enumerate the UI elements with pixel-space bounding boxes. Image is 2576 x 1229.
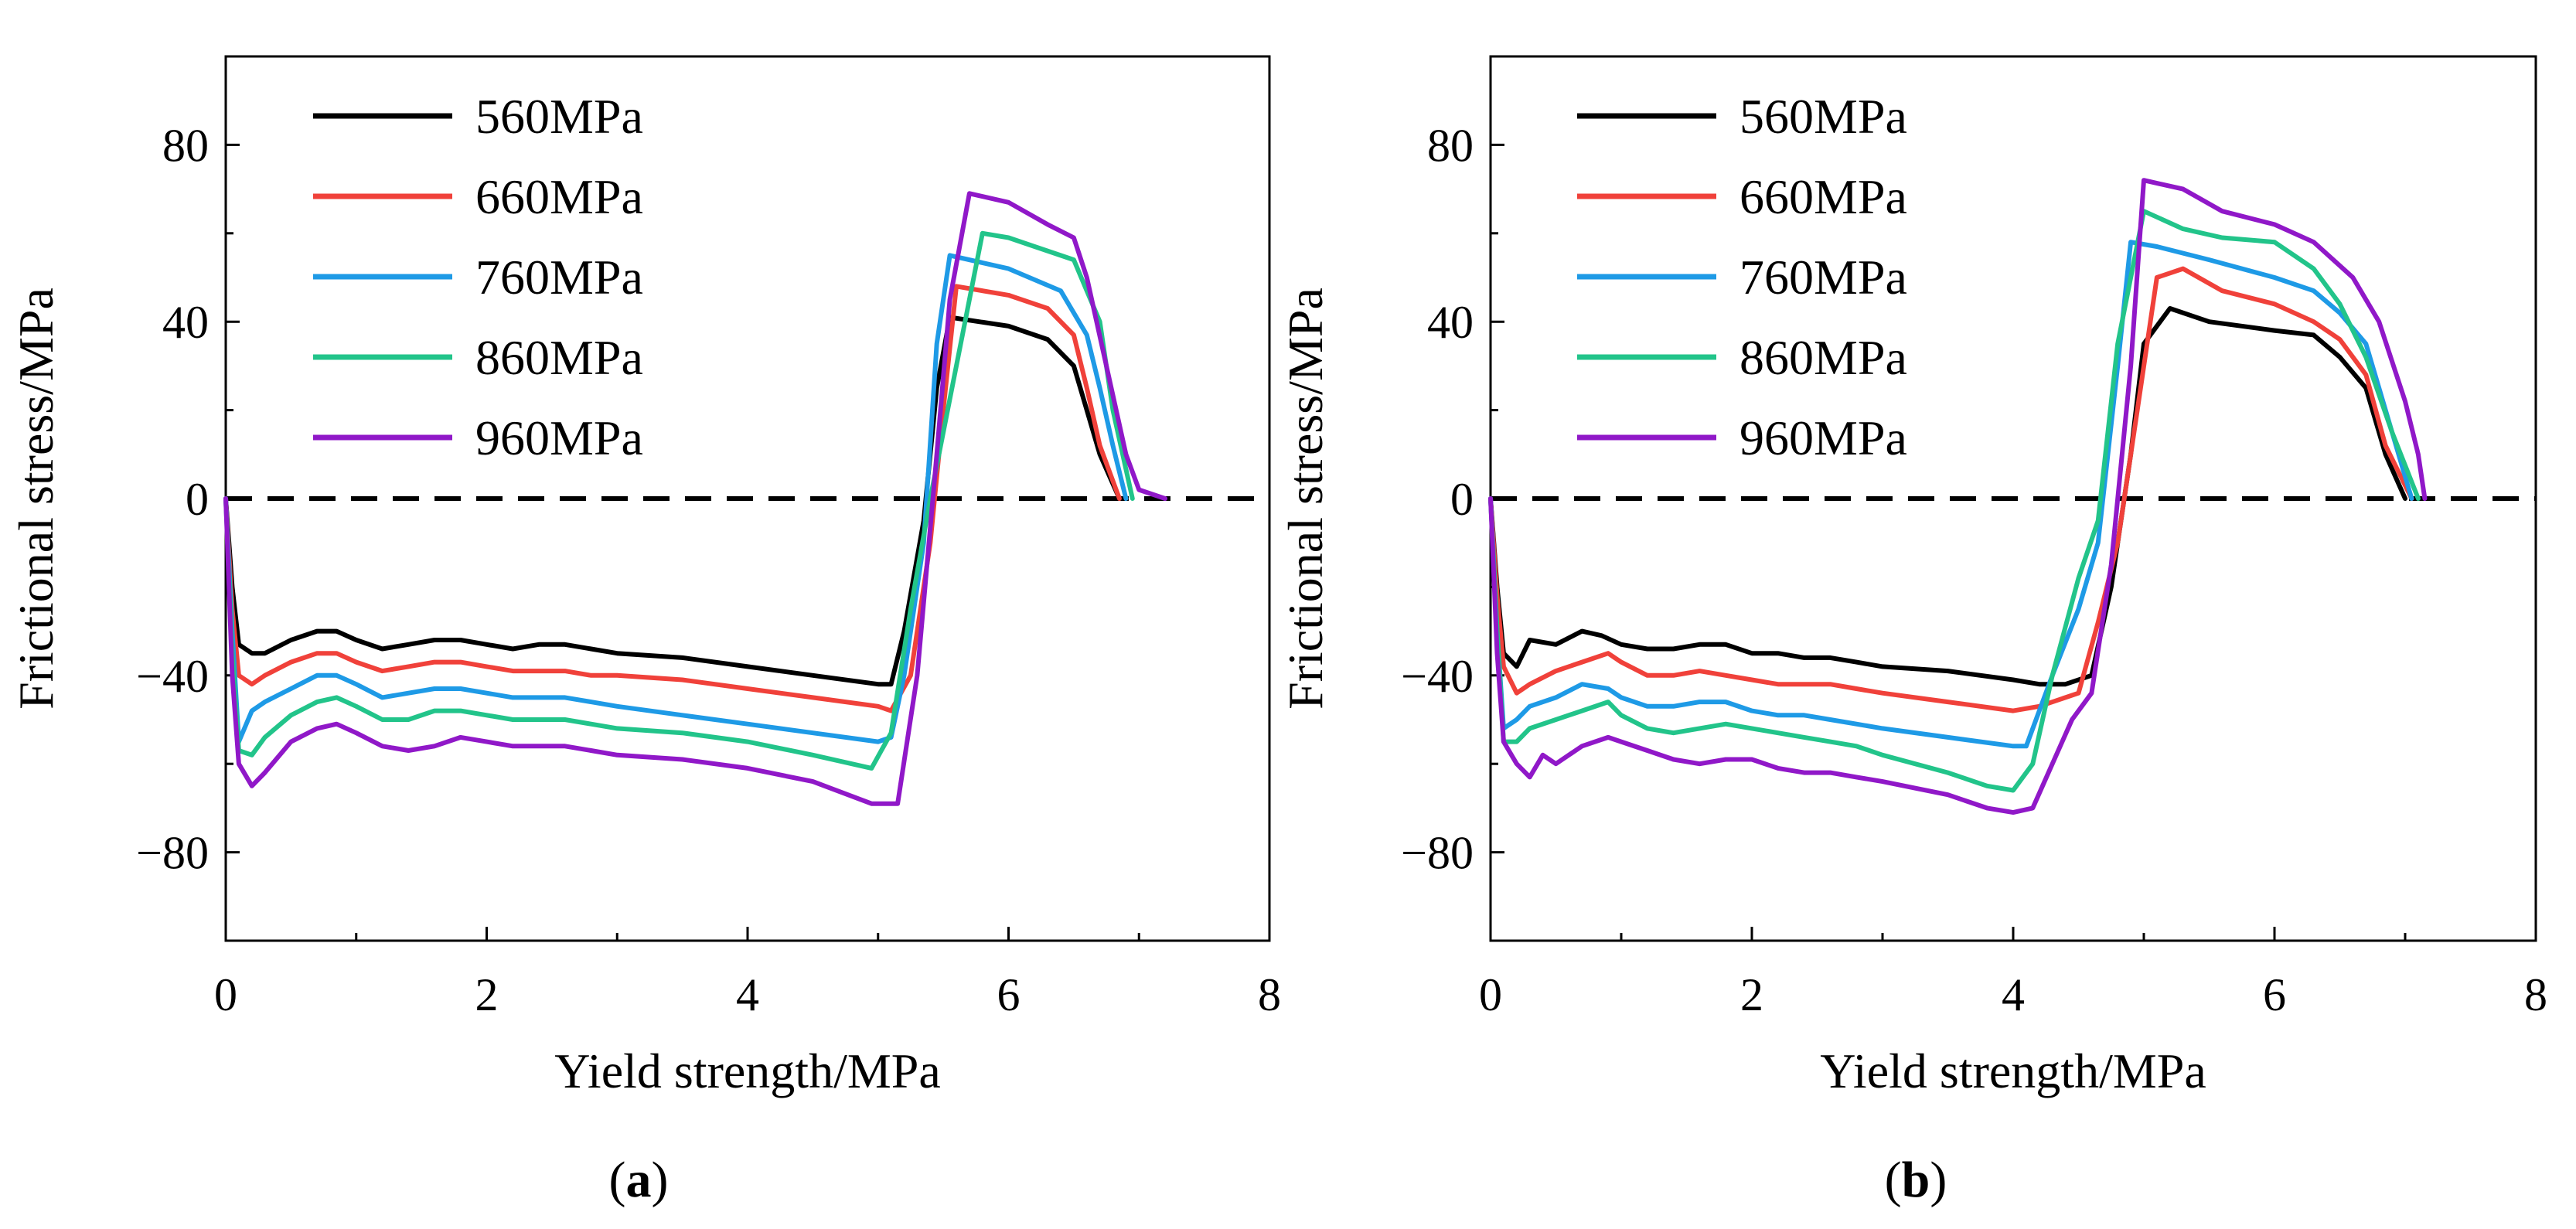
legend-label-560mpa: 560MPa xyxy=(1739,89,1907,144)
caption-paren-open: ( xyxy=(609,1152,626,1208)
caption-paren-close: ) xyxy=(1930,1152,1947,1208)
x-tick-label: 6 xyxy=(2263,969,2286,1020)
x-axis-title: Yield strength/MPa xyxy=(1820,1043,2206,1098)
x-tick-label: 8 xyxy=(2524,969,2547,1020)
y-tick-label: −80 xyxy=(136,828,209,879)
series-line-660mpa xyxy=(223,284,1122,713)
y-tick-label: 0 xyxy=(186,474,209,525)
y-tick-label: 40 xyxy=(162,297,209,348)
panel-b: 0 2 4 6 8 80 40 0 −40 −80 560MPa 660MPa 760MPa 860MPa… xyxy=(1278,55,2547,1208)
legend-label-760mpa: 760MPa xyxy=(475,250,643,305)
y-axis-title: Frictional stress/MPa xyxy=(9,288,63,710)
legend-label-860mpa: 860MPa xyxy=(1739,330,1907,385)
y-tick-label: −40 xyxy=(136,651,209,702)
series-line-860mpa xyxy=(1488,209,2421,793)
series-line-760mpa xyxy=(223,253,1129,744)
x-tick-label: 4 xyxy=(2002,969,2025,1020)
legend-label-960mpa: 960MPa xyxy=(475,410,643,465)
legend-label-960mpa: 960MPa xyxy=(1739,410,1907,465)
x-tick-label: 2 xyxy=(1740,969,1763,1020)
x-tick-label: 8 xyxy=(1258,969,1281,1020)
x-tick-label: 0 xyxy=(1479,969,1502,1020)
caption-letter: a xyxy=(626,1152,652,1208)
series-line-860mpa xyxy=(223,230,1135,771)
x-tick-label: 0 xyxy=(214,969,237,1020)
x-axis-title: Yield strength/MPa xyxy=(554,1043,941,1098)
y-tick-label: −40 xyxy=(1401,651,1474,702)
x-tick-label: 4 xyxy=(736,969,759,1020)
panel-caption: (b) xyxy=(1885,1152,1947,1208)
x-tick-label: 2 xyxy=(475,969,499,1020)
x-tick-label: 6 xyxy=(997,969,1021,1020)
y-tick-label: −80 xyxy=(1401,828,1474,879)
y-tick-label: 0 xyxy=(1450,474,1474,525)
legend-label-560mpa: 560MPa xyxy=(475,89,643,144)
legend-label-860mpa: 860MPa xyxy=(475,330,643,385)
y-tick-label: 80 xyxy=(1427,120,1474,171)
legend-label-760mpa: 760MPa xyxy=(1739,250,1907,305)
y-tick-label: 80 xyxy=(162,120,209,171)
legend-label-660mpa: 660MPa xyxy=(1739,169,1907,224)
series-line-660mpa xyxy=(1488,266,2414,713)
y-tick-label: 40 xyxy=(1427,297,1474,348)
series-line-960mpa xyxy=(223,191,1167,806)
panel-caption: (a) xyxy=(609,1152,669,1208)
caption-letter: b xyxy=(1902,1152,1930,1208)
series-line-560mpa xyxy=(1488,306,2407,687)
series-line-560mpa xyxy=(223,315,1122,687)
series-line-960mpa xyxy=(1488,178,2428,815)
y-axis-title: Frictional stress/MPa xyxy=(1278,288,1333,710)
caption-paren-open: ( xyxy=(1885,1152,1902,1208)
caption-paren-close: ) xyxy=(652,1152,669,1208)
series-line-760mpa xyxy=(1488,240,2414,749)
legend-label-660mpa: 660MPa xyxy=(475,169,643,224)
panel-a: 0 2 4 6 8 80 40 0 −40 −80 560MPa 660MPa 760MPa 860MPa… xyxy=(9,55,1281,1208)
